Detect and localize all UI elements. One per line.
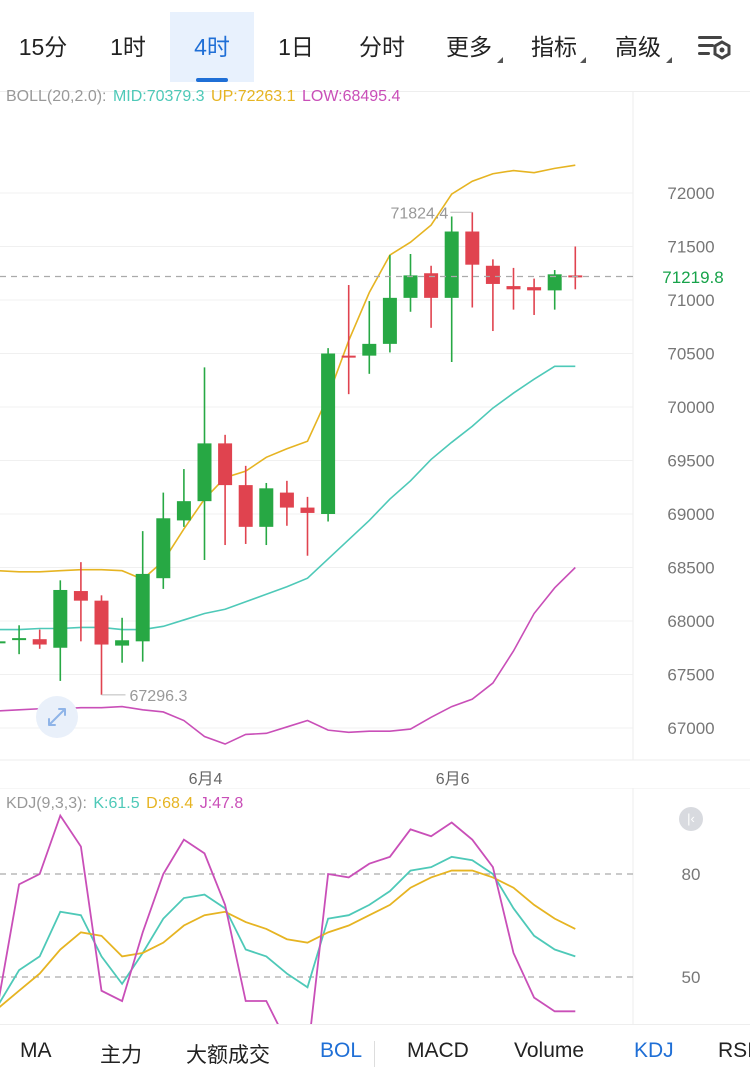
price-tick-label: 70500: [667, 345, 714, 364]
candle-body: [115, 640, 130, 646]
candle-body: [362, 343, 377, 356]
candle-body: [32, 639, 47, 645]
candle-body: [176, 501, 191, 521]
tab-boll[interactable]: BOL: [320, 1039, 363, 1062]
chart-settings-icon[interactable]: [692, 28, 736, 68]
tf-1h[interactable]: 1时: [110, 34, 146, 60]
kdj-tick-label: 50: [682, 968, 701, 987]
boll-low: LOW:68495.4: [301, 88, 401, 105]
candle-body: [218, 443, 233, 486]
boll-mid: MID:70379.3: [112, 88, 205, 105]
candle-body: [382, 297, 397, 344]
candle-body: [485, 265, 500, 284]
active-tab-indicator: [196, 78, 228, 82]
price-tick-label: 68000: [667, 612, 714, 631]
kdj-d: D:68.4: [146, 795, 194, 812]
boll-header: BOLL(20,2.0): MID:70379.3 UP:72263.1 LOW…: [6, 88, 402, 106]
candle-body: [12, 638, 27, 641]
candle-body: [53, 589, 68, 648]
price-tick-label: 70000: [667, 398, 714, 417]
more-caret-icon: [497, 57, 503, 63]
date-tick-label: 6月6: [436, 771, 470, 788]
candle-body: [73, 591, 88, 601]
timeframe-bar: 15分 1时 4时 1日 分时 更多 指标 高级: [0, 0, 750, 92]
date-tick-label: 6月4: [189, 771, 223, 788]
boll-up: UP:72263.1: [211, 88, 296, 105]
boll-up-line: [0, 164, 576, 581]
candle-body: [0, 641, 6, 644]
advanced-caret-icon: [666, 57, 672, 63]
price-tick-label: 68500: [667, 559, 714, 578]
candle-body: [444, 231, 459, 298]
tf-15m[interactable]: 15分: [18, 34, 68, 60]
expand-arrows-icon: [48, 708, 66, 726]
candle-body: [424, 273, 439, 298]
candlestick-chart[interactable]: 72000 71500 71000 70500 70000 69500 69000 68500…: [0, 92, 750, 788]
candle-body: [156, 518, 171, 579]
tab-macd[interactable]: MACD: [407, 1039, 469, 1062]
indicator-caret-icon: [580, 57, 586, 63]
low-price-annotation: 67296.3: [130, 688, 188, 705]
kdj-header: KDJ(9,3,3): K:61.5 D:68.4 J:47.8: [6, 795, 245, 813]
kdj-name: KDJ(9,3,3):: [6, 795, 87, 812]
candle-body: [94, 600, 109, 645]
tf-4h[interactable]: 4时: [170, 12, 254, 82]
candle-body: [506, 286, 521, 290]
candle-body: [527, 287, 542, 291]
tf-more-dropdown[interactable]: 更多: [446, 34, 492, 60]
kdj-d-line: [0, 869, 576, 1008]
indicator-dropdown[interactable]: 指标: [531, 34, 577, 60]
tab-large-trades[interactable]: 大额成交: [186, 1044, 270, 1067]
kdj-tick-label: 80: [682, 865, 701, 884]
candle-body: [259, 488, 274, 527]
tab-rsi[interactable]: RSI: [718, 1039, 750, 1062]
price-tick-label: 67500: [667, 666, 714, 685]
candle-body: [279, 492, 294, 508]
tab-ma[interactable]: MA: [20, 1039, 52, 1062]
expand-chart-button[interactable]: [36, 696, 78, 738]
candle-body: [465, 231, 480, 265]
candle-body: [321, 353, 336, 514]
tab-volume[interactable]: Volume: [514, 1039, 585, 1062]
boll-name: BOLL(20,2.0):: [6, 88, 107, 105]
collapse-panel-button[interactable]: |‹: [679, 807, 703, 831]
kdj-j: J:47.8: [199, 795, 244, 812]
candle-body: [403, 275, 418, 298]
candle-body: [197, 443, 212, 502]
price-tick-label: 67000: [667, 719, 714, 738]
tf-1d[interactable]: 1日: [278, 34, 314, 60]
boll-mid-line: [0, 365, 576, 631]
price-tick-label: 72000: [667, 184, 714, 203]
boll-low-line: [0, 566, 576, 745]
indicator-tab-bar: MA 主力 大额成交 BOL MACD Volume KDJ RSI: [0, 1024, 750, 1086]
price-tick-label: 69000: [667, 505, 714, 524]
collapse-chevron-icon: |‹: [687, 811, 695, 826]
price-tick-label: 71500: [667, 238, 714, 257]
kdj-j-line: [0, 813, 576, 1024]
tf-4h-label: 4时: [194, 34, 230, 60]
candle-body: [135, 573, 150, 642]
tf-time-sharing[interactable]: 分时: [359, 34, 405, 60]
candle-body: [547, 274, 562, 291]
high-price-annotation: 71824.4: [390, 205, 448, 222]
candle-body: [341, 355, 356, 358]
price-tick-label: 71000: [667, 291, 714, 310]
current-price-tag: 71219.8: [636, 264, 750, 292]
tab-divider: [374, 1041, 375, 1067]
kdj-k: K:61.5: [93, 795, 140, 812]
price-tick-label: 69500: [667, 452, 714, 471]
candle-body: [238, 485, 253, 527]
candle-body: [300, 507, 315, 513]
tab-main-force[interactable]: 主力: [100, 1044, 142, 1067]
advanced-dropdown[interactable]: 高级: [615, 34, 661, 60]
kdj-chart[interactable]: 80 50: [0, 788, 750, 1024]
tab-kdj[interactable]: KDJ: [634, 1039, 674, 1062]
